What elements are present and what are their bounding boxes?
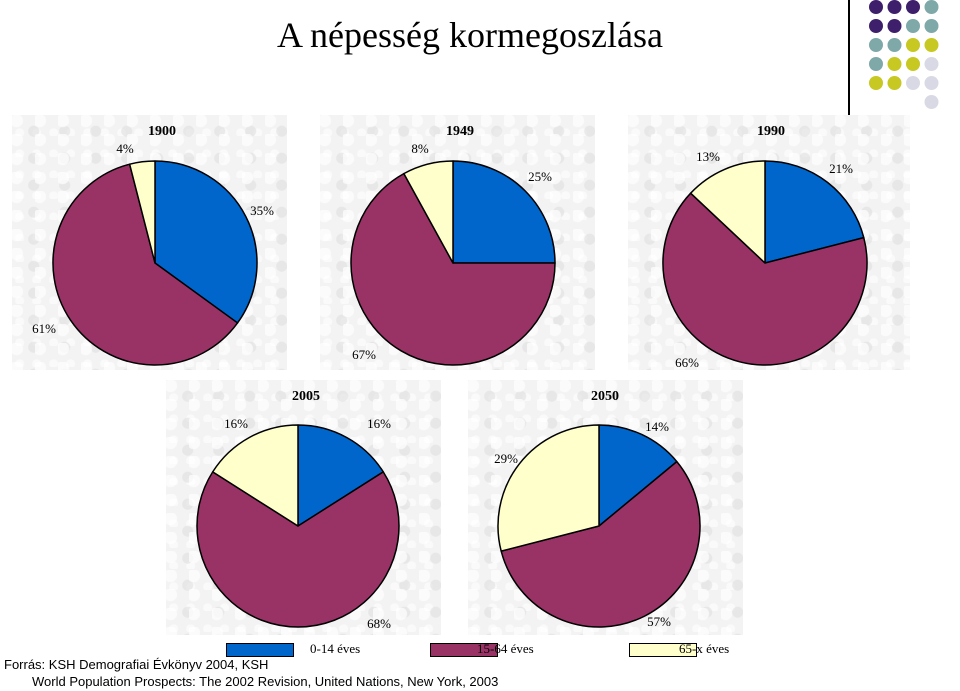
decorative-dot — [906, 57, 920, 71]
decorative-dot — [906, 76, 920, 90]
decorative-dot — [906, 19, 920, 33]
data-label-65-plus: 29% — [494, 451, 518, 466]
legend-swatch-15-64 — [430, 643, 498, 657]
data-label-0-14: 14% — [645, 419, 669, 434]
pie-svg: 1949 25% 67% 8% — [350, 124, 556, 366]
pie-svg: 2050 14% 57% 29% — [494, 389, 701, 629]
decorative-dot — [924, 76, 939, 90]
decorative-dot — [887, 0, 902, 14]
legend-label-0-14: 0-14 éves — [310, 641, 361, 656]
pie-slice-65-plus — [403, 160, 454, 264]
pie-chart-2050: 2050 14% 57% 29% — [468, 380, 743, 635]
pie-svg: 2005 16% 68% 16% — [196, 389, 400, 631]
data-label-65-plus: 13% — [696, 149, 720, 164]
pie-slice-0-14 — [154, 160, 258, 324]
pie-slice-15-64 — [350, 172, 556, 366]
data-label-15-64: 67% — [352, 347, 376, 362]
decorative-dot — [869, 19, 883, 33]
decorative-dot — [906, 0, 920, 14]
decorative-dot — [924, 19, 939, 33]
chart-year-title: 2050 — [591, 389, 619, 404]
pie-chart-1900: 1900 35% 61% 4% — [12, 115, 287, 370]
source-line-2: World Population Prospects: The 2002 Rev… — [32, 674, 499, 689]
legend-swatch-65-plus — [629, 643, 697, 657]
pie-slice-15-64 — [500, 460, 701, 628]
data-label-65-plus: 4% — [116, 141, 134, 156]
slide-title: A népesség kormegoszlása — [277, 15, 663, 55]
pie-svg: 1990 21% 66% 13% — [662, 124, 868, 370]
pie-slice-65-plus — [128, 160, 156, 264]
data-label-15-64: 61% — [32, 321, 56, 336]
data-label-0-14: 35% — [250, 203, 274, 218]
data-label-15-64: 68% — [367, 616, 391, 631]
decorative-dot — [869, 57, 883, 71]
legend-swatch-0-14 — [226, 643, 294, 657]
pie-slice-65-plus — [497, 424, 600, 552]
decorative-dot — [887, 76, 902, 90]
decorative-dot — [869, 38, 883, 52]
pie-slice-0-14 — [452, 160, 556, 264]
decorative-vertical-line — [848, 0, 850, 118]
data-label-65-plus: 8% — [411, 141, 429, 156]
decorative-dot — [869, 0, 883, 14]
chart-year-title: 1949 — [446, 124, 474, 139]
decorative-dot — [924, 95, 939, 109]
pie-slice-15-64 — [52, 163, 239, 366]
pie-slice-0-14 — [598, 424, 678, 527]
chart-year-title: 1900 — [148, 124, 176, 139]
pie-slice-65-plus — [689, 160, 766, 264]
pie-svg: 1900 35% 61% 4% — [32, 124, 274, 366]
pie-slice-0-14 — [764, 160, 865, 264]
data-label-0-14: 21% — [829, 161, 853, 176]
pie-chart-1949: 1949 25% 67% 8% — [320, 115, 595, 370]
decorative-dot — [887, 57, 902, 71]
decorative-dot — [887, 38, 902, 52]
data-label-15-64: 57% — [647, 614, 671, 629]
pie-slice-15-64 — [196, 471, 400, 628]
pie-chart-1990: 1990 21% 66% 13% — [628, 115, 910, 370]
pie-slice-0-14 — [297, 424, 385, 527]
chart-year-title: 2005 — [292, 389, 320, 404]
data-label-0-14: 25% — [528, 169, 552, 184]
pie-chart-2005: 2005 16% 68% 16% — [166, 380, 441, 635]
data-label-15-64: 66% — [675, 355, 699, 370]
source-line-1: Forrás: KSH Demografiai Évkönyv 2004, KS… — [4, 657, 269, 672]
decorative-dot — [906, 38, 920, 52]
decorative-dot — [887, 19, 902, 33]
pie-slice-65-plus — [211, 424, 299, 527]
legend-label-65-plus: 65-x éves — [679, 641, 730, 656]
data-label-65-plus: 16% — [224, 416, 248, 431]
decorative-dot — [924, 0, 939, 14]
pie-slice-15-64 — [662, 192, 868, 366]
legend-label-15-64: 15-64 éves — [477, 641, 534, 656]
decorative-dot — [869, 76, 883, 90]
decorative-dot-grid — [869, 0, 939, 109]
chart-year-title: 1990 — [757, 124, 785, 139]
data-label-0-14: 16% — [367, 416, 391, 431]
decorative-dot — [924, 38, 939, 52]
decorative-dot — [924, 57, 939, 71]
